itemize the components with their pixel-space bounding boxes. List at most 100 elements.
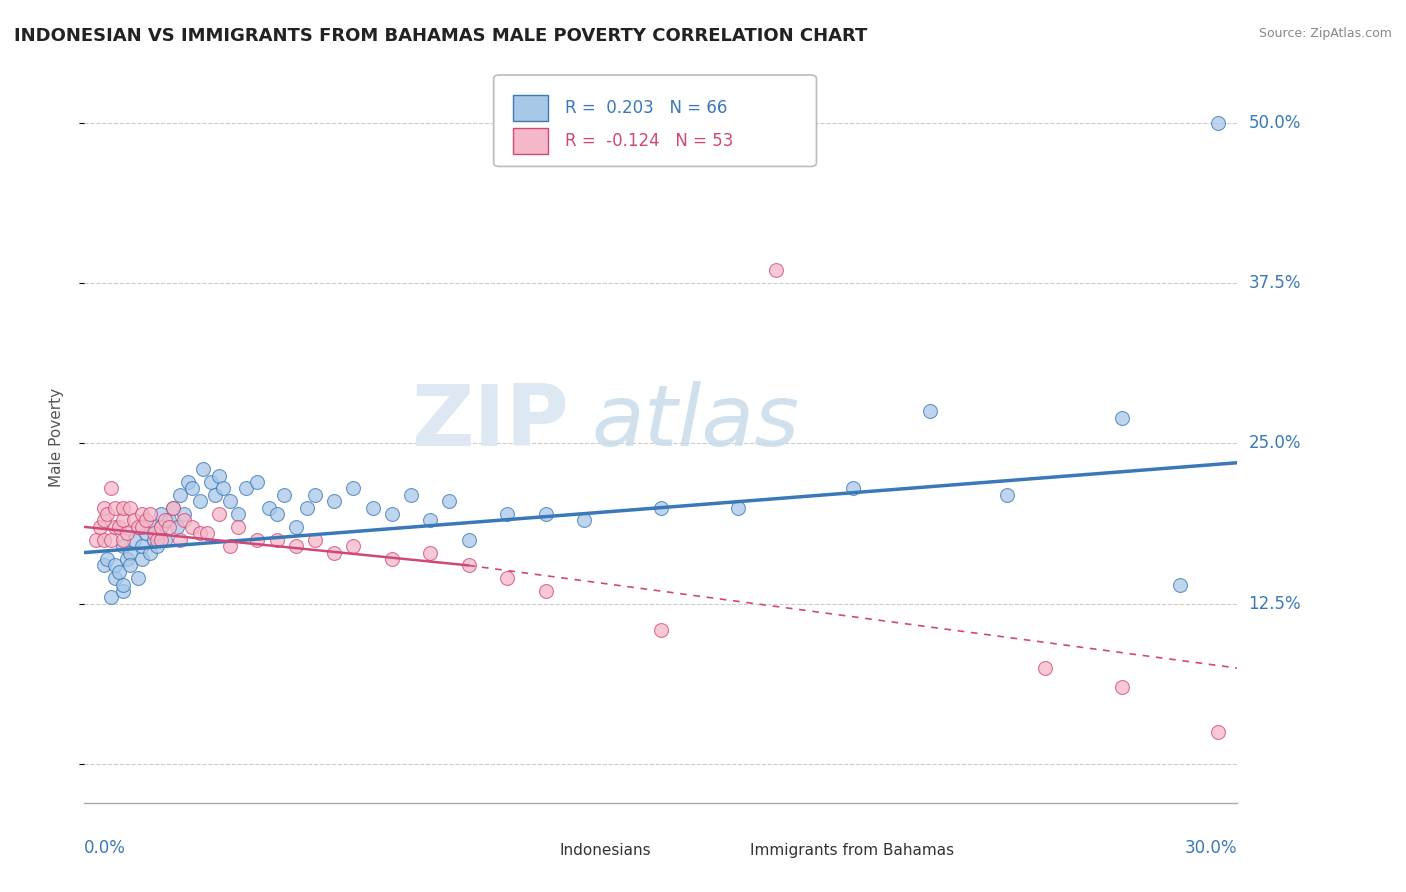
Point	[120, 500, 142, 515]
Point	[108, 565, 131, 579]
Point	[169, 488, 191, 502]
Point	[93, 500, 115, 515]
Point	[104, 520, 127, 534]
Point	[208, 507, 231, 521]
Point	[1111, 410, 1133, 425]
Point	[131, 520, 153, 534]
Point	[153, 514, 176, 528]
Point	[124, 533, 146, 547]
Point	[111, 539, 134, 553]
Point	[208, 468, 231, 483]
Point	[1033, 661, 1056, 675]
Point	[419, 514, 441, 528]
Point	[995, 488, 1018, 502]
Point	[304, 488, 326, 502]
Point	[1206, 116, 1229, 130]
Point	[96, 552, 118, 566]
Point	[765, 263, 787, 277]
Point	[150, 507, 173, 521]
Point	[157, 514, 180, 528]
FancyBboxPatch shape	[523, 842, 551, 858]
Point	[153, 533, 176, 547]
Point	[142, 520, 165, 534]
Point	[100, 482, 122, 496]
Point	[131, 552, 153, 566]
Point	[127, 520, 149, 534]
Point	[457, 533, 479, 547]
Point	[496, 507, 519, 521]
Point	[361, 500, 384, 515]
Point	[266, 533, 288, 547]
Point	[127, 571, 149, 585]
Point	[246, 475, 269, 489]
Point	[257, 500, 280, 515]
Point	[173, 507, 195, 521]
Point	[96, 507, 118, 521]
Point	[135, 526, 157, 541]
FancyBboxPatch shape	[494, 75, 817, 167]
Point	[534, 507, 557, 521]
Point	[188, 526, 211, 541]
Point	[342, 482, 364, 496]
Point	[150, 520, 173, 534]
Point	[115, 552, 138, 566]
Point	[188, 494, 211, 508]
FancyBboxPatch shape	[713, 842, 741, 858]
Point	[138, 507, 160, 521]
Point	[120, 558, 142, 573]
Point	[131, 539, 153, 553]
Point	[650, 500, 672, 515]
Point	[534, 584, 557, 599]
Point	[150, 533, 173, 547]
Text: R =  -0.124   N = 53: R = -0.124 N = 53	[565, 132, 734, 150]
Text: Immigrants from Bahamas: Immigrants from Bahamas	[749, 843, 953, 858]
Point	[204, 488, 226, 502]
Point	[323, 545, 346, 559]
Point	[219, 494, 242, 508]
Point	[104, 500, 127, 515]
Point	[104, 571, 127, 585]
Point	[1168, 577, 1191, 591]
Point	[284, 520, 307, 534]
Point	[342, 539, 364, 553]
Point	[135, 514, 157, 528]
Point	[169, 533, 191, 547]
Point	[100, 591, 122, 605]
Point	[1111, 681, 1133, 695]
Text: 0.0%: 0.0%	[84, 839, 127, 857]
Point	[111, 533, 134, 547]
Point	[219, 539, 242, 553]
Point	[157, 520, 180, 534]
Point	[727, 500, 749, 515]
Point	[266, 507, 288, 521]
Point	[93, 514, 115, 528]
Point	[181, 482, 204, 496]
Point	[284, 539, 307, 553]
Point	[173, 514, 195, 528]
Point	[111, 577, 134, 591]
Point	[142, 526, 165, 541]
Text: 50.0%: 50.0%	[1249, 113, 1301, 132]
Text: 37.5%: 37.5%	[1249, 274, 1301, 292]
Point	[304, 533, 326, 547]
Point	[177, 475, 200, 489]
Point	[419, 545, 441, 559]
Point	[1206, 725, 1229, 739]
Point	[100, 533, 122, 547]
Point	[842, 482, 865, 496]
Point	[399, 488, 422, 502]
Point	[246, 533, 269, 547]
FancyBboxPatch shape	[513, 95, 548, 120]
Point	[93, 558, 115, 573]
Point	[572, 514, 595, 528]
Point	[381, 507, 404, 521]
Text: Indonesians: Indonesians	[560, 843, 651, 858]
Point	[226, 520, 249, 534]
Text: INDONESIAN VS IMMIGRANTS FROM BAHAMAS MALE POVERTY CORRELATION CHART: INDONESIAN VS IMMIGRANTS FROM BAHAMAS MA…	[14, 27, 868, 45]
Point	[111, 500, 134, 515]
Point	[131, 507, 153, 521]
Point	[104, 558, 127, 573]
Point	[111, 514, 134, 528]
Point	[108, 520, 131, 534]
Point	[111, 584, 134, 599]
